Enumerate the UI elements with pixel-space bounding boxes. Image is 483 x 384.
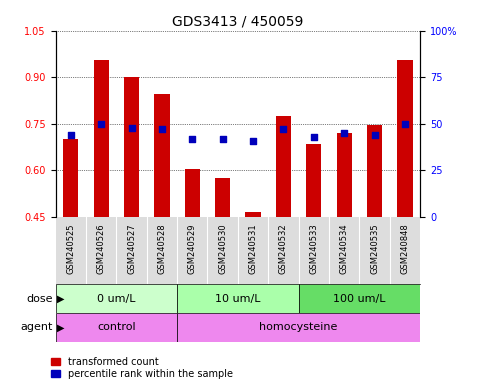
- Text: 10 um/L: 10 um/L: [215, 293, 261, 304]
- Bar: [367, 126, 382, 217]
- Bar: [337, 133, 352, 217]
- Bar: [63, 139, 78, 217]
- Text: GSM240528: GSM240528: [157, 223, 167, 274]
- Bar: [177, 284, 298, 313]
- Text: GSM240848: GSM240848: [400, 223, 410, 275]
- Bar: [215, 178, 230, 217]
- Text: GSM240533: GSM240533: [309, 223, 318, 275]
- Bar: [245, 212, 261, 217]
- Text: GSM240530: GSM240530: [218, 223, 227, 274]
- Point: [280, 126, 287, 132]
- Text: ▶: ▶: [57, 322, 64, 333]
- Bar: [276, 116, 291, 217]
- Text: GSM240525: GSM240525: [66, 223, 75, 274]
- Text: agent: agent: [21, 322, 53, 333]
- Bar: [177, 313, 420, 342]
- Point: [67, 132, 74, 138]
- Bar: [56, 313, 177, 342]
- Point: [219, 136, 227, 142]
- Point: [310, 134, 318, 140]
- Text: GSM240531: GSM240531: [249, 223, 257, 274]
- Text: 0 um/L: 0 um/L: [97, 293, 136, 304]
- Title: GDS3413 / 450059: GDS3413 / 450059: [172, 14, 303, 28]
- Point: [401, 121, 409, 127]
- Bar: [298, 284, 420, 313]
- Bar: [185, 169, 200, 217]
- Point: [97, 121, 105, 127]
- Text: GSM240534: GSM240534: [340, 223, 349, 274]
- Text: dose: dose: [27, 293, 53, 304]
- Text: 100 um/L: 100 um/L: [333, 293, 386, 304]
- Bar: [94, 60, 109, 217]
- Point: [128, 124, 135, 131]
- Point: [188, 136, 196, 142]
- Text: GSM240527: GSM240527: [127, 223, 136, 274]
- Text: GSM240526: GSM240526: [97, 223, 106, 274]
- Text: control: control: [97, 322, 136, 333]
- Point: [249, 137, 257, 144]
- Bar: [56, 284, 177, 313]
- Bar: [306, 144, 322, 217]
- Legend: transformed count, percentile rank within the sample: transformed count, percentile rank withi…: [51, 357, 233, 379]
- Point: [158, 126, 166, 132]
- Point: [371, 132, 379, 138]
- Text: GSM240535: GSM240535: [370, 223, 379, 274]
- Bar: [154, 94, 170, 217]
- Text: homocysteine: homocysteine: [259, 322, 338, 333]
- Bar: [398, 60, 412, 217]
- Text: ▶: ▶: [57, 293, 64, 304]
- Bar: [124, 77, 139, 217]
- Text: GSM240532: GSM240532: [279, 223, 288, 274]
- Text: GSM240529: GSM240529: [188, 223, 197, 274]
- Point: [341, 130, 348, 136]
